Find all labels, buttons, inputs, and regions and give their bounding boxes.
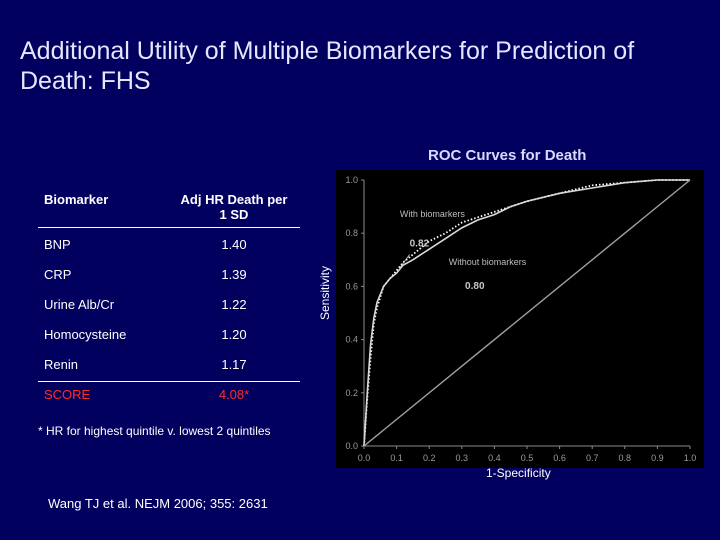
slide-title-line2: Death: FHS [20, 67, 151, 95]
footnote: * HR for highest quintile v. lowest 2 qu… [38, 424, 271, 438]
y-tick-label: 0.0 [345, 441, 358, 451]
table-row: Urine Alb/Cr 1.22 [38, 297, 300, 327]
auc-label-without: 0.80 [465, 281, 485, 292]
slide-title-line1: Additional Utility of Multiple Biomarker… [20, 37, 635, 65]
table-row: Homocysteine 1.20 [38, 327, 300, 357]
table-score-divider [38, 381, 300, 382]
row-biomarker: Urine Alb/Cr [44, 297, 115, 312]
x-tick-label: 1.0 [684, 453, 697, 463]
roc-chart-svg: 0.0 0.1 0.2 0.3 0.4 0.5 0.6 0.7 0.8 0.9 1.0 0.0 0.2 0… [345, 175, 697, 463]
chart-title: ROC Curves for Death [428, 147, 587, 164]
table-score-row: SCORE 4.08* [38, 387, 300, 417]
x-tick-label: 0.2 [423, 453, 436, 463]
score-hr: 4.08* [218, 387, 250, 402]
x-tick-label: 0.3 [456, 453, 469, 463]
x-tick-label: 0.0 [358, 453, 371, 463]
y-tick-label: 0.2 [345, 388, 358, 398]
table-header-divider [38, 227, 300, 228]
x-tick-label: 0.1 [390, 453, 403, 463]
citation: Wang TJ et al. NEJM 2006; 355: 2631 [48, 496, 268, 511]
y-axis-label: Sensitivity [318, 265, 332, 320]
without-biomarkers-label: Without biomarkers [449, 257, 527, 267]
table-row: Renin 1.17 [38, 357, 300, 387]
y-tick-label: 0.8 [345, 228, 358, 238]
row-hr: 1.22 [221, 297, 247, 312]
x-tick-label: 0.9 [651, 453, 664, 463]
x-tick-label: 0.7 [586, 453, 599, 463]
roc-curve-without-biomarkers [363, 179, 690, 447]
row-hr: 1.17 [221, 357, 247, 372]
table-row: BNP 1.40 [38, 237, 300, 267]
y-tick-label: 0.4 [345, 335, 358, 345]
reference-diagonal [363, 179, 691, 447]
with-biomarkers-label: With biomarkers [400, 209, 466, 219]
x-tick-label: 0.5 [521, 453, 534, 463]
table-header: Biomarker Adj HR Death per 1 SD [38, 192, 300, 236]
row-hr: 1.20 [221, 327, 247, 342]
score-label: SCORE [44, 387, 91, 402]
x-axis-label: 1-Specificity [486, 466, 551, 480]
slide-title: Additional Utility of Multiple Biomarker… [20, 36, 720, 96]
header-biomarker: Biomarker [44, 192, 109, 207]
with-label-pointer [399, 254, 410, 269]
row-biomarker: CRP [44, 267, 72, 282]
header-hr: Adj HR Death per 1 SD [174, 192, 294, 222]
roc-plot-area: 0.0 0.1 0.2 0.3 0.4 0.5 0.6 0.7 0.8 0.9 1.0 0.0 0.2 0… [336, 170, 704, 468]
auc-label-with: 0.82 [410, 239, 430, 250]
row-hr: 1.40 [221, 237, 247, 252]
row-biomarker: Renin [44, 357, 78, 372]
x-tick-label: 0.4 [488, 453, 501, 463]
roc-curve-with-biomarkers [363, 179, 690, 447]
x-tick-label: 0.6 [553, 453, 566, 463]
row-biomarker: Homocysteine [44, 327, 127, 342]
y-tick-label: 1.0 [345, 175, 358, 185]
row-biomarker: BNP [44, 237, 71, 252]
table-row: CRP 1.39 [38, 267, 300, 297]
x-tick-label: 0.8 [619, 453, 632, 463]
header-hr-line1: Adj HR Death per [180, 192, 288, 207]
y-tick-label: 0.6 [345, 281, 358, 291]
header-hr-line2: 1 SD [219, 207, 249, 222]
row-hr: 1.39 [221, 267, 247, 282]
